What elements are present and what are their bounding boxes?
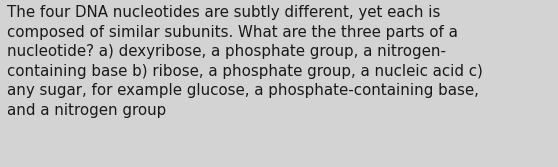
- Text: The four DNA nucleotides are subtly different, yet each is
composed of similar s: The four DNA nucleotides are subtly diff…: [7, 5, 483, 118]
